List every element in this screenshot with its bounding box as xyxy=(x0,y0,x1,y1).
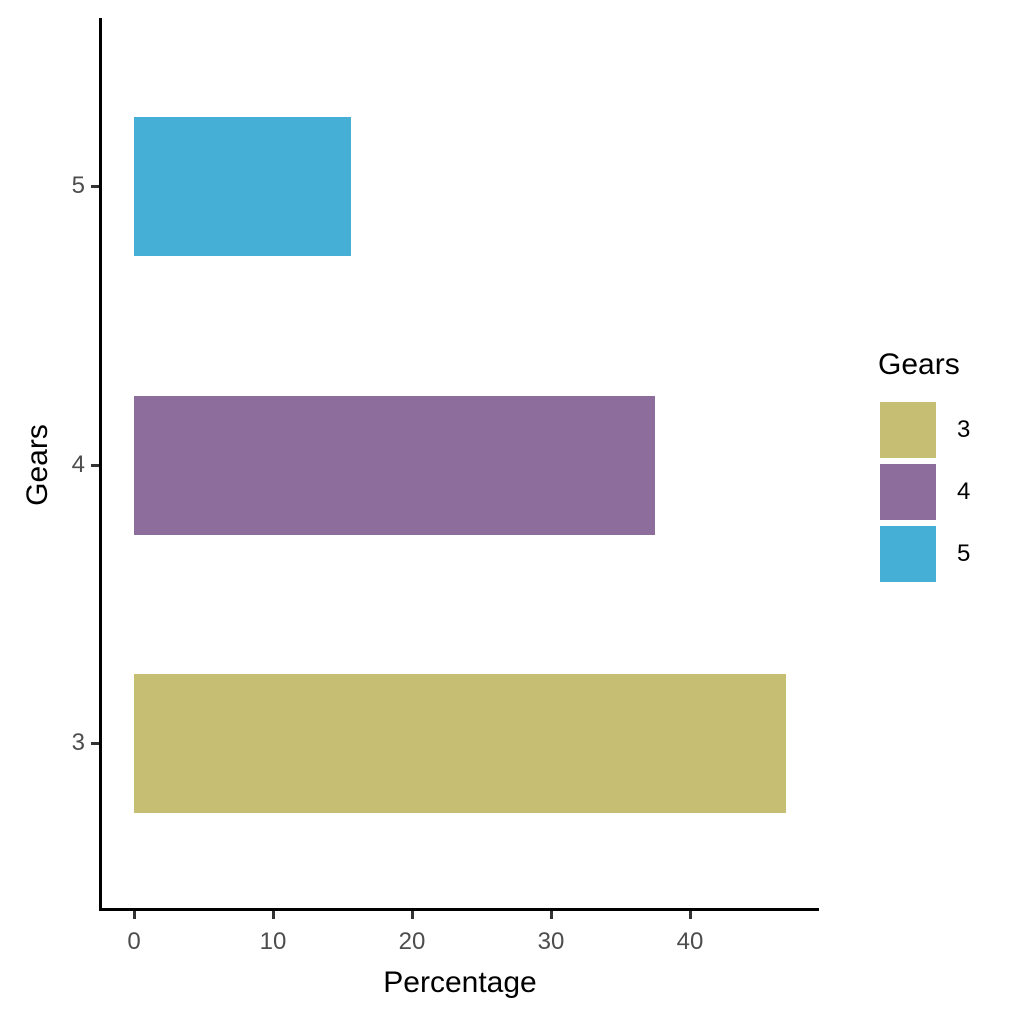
x-tick-mark xyxy=(550,911,553,919)
x-axis-line xyxy=(99,908,819,911)
x-tick-label: 30 xyxy=(537,928,565,955)
legend-label-3: 3 xyxy=(957,416,971,443)
bar-gear-4 xyxy=(134,395,656,535)
x-tick-label: 10 xyxy=(259,928,287,955)
legend-swatch-4 xyxy=(880,464,936,520)
y-tick-mark xyxy=(91,742,99,745)
x-tick-mark xyxy=(411,911,414,919)
x-tick-mark xyxy=(133,911,136,919)
y-tick-label: 5 xyxy=(71,172,85,199)
legend-title: Gears xyxy=(878,348,960,381)
legend-swatch-5 xyxy=(880,526,936,582)
legend-label-4: 4 xyxy=(957,478,971,505)
x-tick-mark xyxy=(689,911,692,919)
x-tick-label: 20 xyxy=(398,928,426,955)
y-tick-label: 4 xyxy=(71,451,85,478)
bar-gear-3 xyxy=(134,673,786,813)
x-tick-mark xyxy=(272,911,275,919)
y-axis-line xyxy=(99,18,102,911)
x-tick-label: 40 xyxy=(676,928,704,955)
x-tick-label: 0 xyxy=(127,928,141,955)
y-axis-title: Gears xyxy=(21,424,54,506)
y-tick-mark xyxy=(91,185,99,188)
bar-gear-5 xyxy=(134,116,352,256)
x-axis-title: Percentage xyxy=(383,966,537,999)
legend-swatch-3 xyxy=(880,402,936,458)
legend-label-5: 5 xyxy=(957,540,971,567)
y-tick-label: 3 xyxy=(71,729,85,756)
y-tick-mark xyxy=(91,464,99,467)
